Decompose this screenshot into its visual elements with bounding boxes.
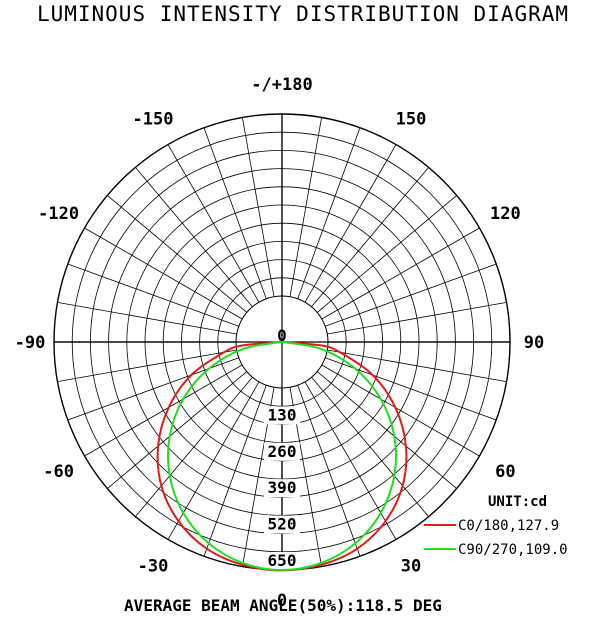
angle-tick-label: 60 <box>495 462 515 482</box>
radial-tick-label: 0 <box>277 326 287 345</box>
radial-tick-label: 520 <box>268 515 297 534</box>
chart-title: LUMINOUS INTENSITY DISTRIBUTION DIAGRAM <box>36 2 570 26</box>
intensity-curve-c90-270 <box>167 341 397 572</box>
unit-label: UNIT:cd <box>488 494 547 510</box>
radial-tick-label: 390 <box>268 478 297 497</box>
radial-tick-label-bg <box>264 442 300 461</box>
radial-tick-label-bg <box>264 515 300 534</box>
legend-label-c0: C0/180,127.9 <box>458 518 559 534</box>
polar-grid <box>53 113 511 571</box>
angle-tick-label: 90 <box>524 333 544 353</box>
angle-tick-label: 0 <box>277 591 287 611</box>
angle-tick-label: 30 <box>401 556 421 576</box>
angle-tick-label: -/+180 <box>251 75 312 95</box>
legend-label-c90: C90/270,109.0 <box>458 542 568 558</box>
angle-tick-labels: -/+180 150 -150 120 -120 90 -90 60 -60 30 -30 0 <box>15 75 545 611</box>
angle-tick-label: 120 <box>490 204 521 224</box>
radial-tick-label-bg <box>264 479 300 498</box>
legend: UNIT:cd C0/180,127.9 C90/270,109.0 <box>424 494 568 558</box>
angle-tick-label: -120 <box>38 204 79 224</box>
angle-tick-label: -150 <box>133 110 174 130</box>
radial-tick-label: 650 <box>268 551 297 570</box>
beam-angle-caption: AVERAGE BEAM ANGLE(50%):118.5 DEG <box>124 596 442 615</box>
radial-tick-label: 130 <box>268 405 297 424</box>
angle-tick-label: 150 <box>396 110 427 130</box>
angle-tick-label: -60 <box>43 462 74 482</box>
angle-tick-label: -30 <box>138 556 169 576</box>
radial-tick-labels: 0 130 260 390 520 650 <box>264 326 300 570</box>
radial-tick-label-bg <box>264 406 300 425</box>
radial-tick-label-bg <box>264 552 300 570</box>
radial-tick-label: 260 <box>268 442 297 461</box>
angle-tick-label: -90 <box>15 333 46 353</box>
intensity-curves <box>156 341 408 572</box>
